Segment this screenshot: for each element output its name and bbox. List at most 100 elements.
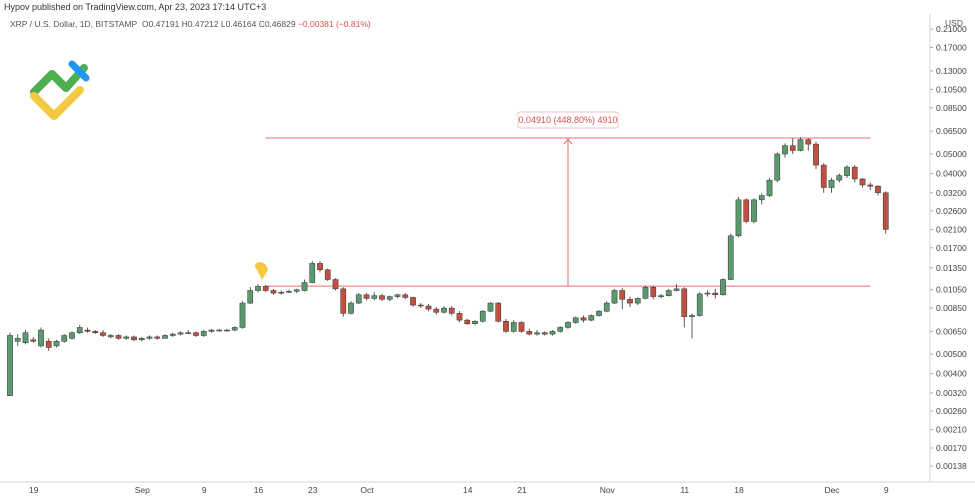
candle-body — [487, 302, 494, 312]
candle-body — [766, 179, 773, 196]
candle — [231, 326, 238, 332]
candle — [76, 324, 83, 335]
candle — [286, 289, 292, 294]
candle — [580, 315, 587, 323]
candle — [115, 334, 122, 340]
candle-body — [255, 286, 261, 291]
ohlc-values: O0.47191 H0.47212 L0.46164 C0.46829 — [141, 19, 296, 29]
y-tick-label: 0.05000 — [936, 149, 967, 159]
candle — [53, 339, 60, 348]
candle-body — [727, 235, 734, 280]
candle-body — [596, 310, 602, 316]
candle — [208, 328, 215, 333]
candle-body — [177, 332, 184, 335]
candle-body — [138, 338, 145, 341]
candle — [193, 331, 199, 337]
x-tick-label: 9 — [202, 485, 207, 495]
candle-body — [14, 338, 21, 342]
candle — [766, 177, 773, 197]
candle-body — [588, 315, 595, 321]
candle-body — [355, 294, 362, 304]
candle — [557, 326, 564, 333]
measure-label-box — [517, 111, 619, 129]
candle-body — [154, 336, 161, 339]
candle-body — [363, 294, 370, 299]
candle-body — [402, 294, 409, 298]
candle — [658, 293, 664, 299]
candle-body — [53, 341, 60, 347]
candle — [355, 293, 362, 305]
candle-body — [107, 335, 114, 338]
candle-body — [379, 295, 385, 300]
candle-body — [789, 145, 796, 151]
candle — [472, 320, 478, 325]
candle-body — [69, 332, 75, 339]
candle-body — [642, 286, 649, 299]
candle — [441, 306, 447, 314]
candle — [689, 313, 695, 339]
candle-body — [208, 329, 215, 332]
candle-body — [836, 175, 843, 181]
candle — [487, 302, 494, 313]
candle-body — [844, 166, 850, 176]
candle-body — [751, 199, 757, 222]
x-tick-label: 11 — [680, 485, 689, 495]
candle-body — [758, 195, 765, 201]
candle — [867, 182, 874, 191]
candle-body — [859, 178, 866, 186]
candle — [456, 311, 463, 323]
candle — [844, 165, 850, 178]
candle — [565, 321, 571, 329]
currency-label: USD — [945, 18, 963, 28]
candle — [162, 334, 168, 339]
candle-body — [619, 290, 626, 300]
candle — [402, 293, 409, 300]
candle — [332, 278, 339, 291]
candle-body — [720, 279, 726, 296]
candle — [805, 138, 812, 151]
y-tick-label: 0.01700 — [936, 243, 967, 253]
candle-body — [665, 290, 672, 296]
x-tick-label: Dec — [824, 485, 840, 495]
candle-body — [340, 288, 347, 314]
candle — [851, 165, 858, 183]
candle — [348, 301, 354, 315]
candle-body — [270, 290, 277, 294]
candle — [340, 287, 347, 317]
candle — [177, 331, 184, 336]
y-tick-label: 0.04000 — [936, 168, 967, 178]
candle — [107, 334, 114, 339]
candle-body — [278, 291, 285, 294]
candle — [386, 295, 393, 302]
candle — [774, 152, 781, 183]
candle — [743, 198, 750, 224]
candle-body — [123, 336, 130, 339]
candle-body — [673, 288, 680, 291]
candle — [394, 293, 401, 299]
candle — [138, 336, 145, 342]
candle-body — [224, 329, 230, 332]
candle — [619, 288, 626, 310]
candle-body — [704, 292, 711, 295]
y-tick-label: 0.01350 — [936, 263, 967, 273]
candle-body — [534, 332, 540, 335]
candle-body — [510, 322, 517, 332]
candle — [92, 330, 99, 335]
candle-body — [448, 307, 455, 314]
candle — [875, 184, 881, 196]
candle-body — [84, 329, 91, 332]
candle — [495, 302, 502, 323]
candle — [696, 292, 703, 317]
candle-body — [712, 292, 719, 296]
x-tick-label: Oct — [360, 485, 374, 495]
candle-body — [735, 199, 742, 237]
candle-body — [348, 302, 354, 314]
candle-body — [813, 143, 819, 166]
candle-body — [7, 335, 13, 397]
candle — [131, 335, 137, 342]
candle-body — [782, 145, 788, 155]
candle — [479, 310, 486, 323]
candle — [363, 293, 370, 301]
candle — [611, 288, 618, 305]
